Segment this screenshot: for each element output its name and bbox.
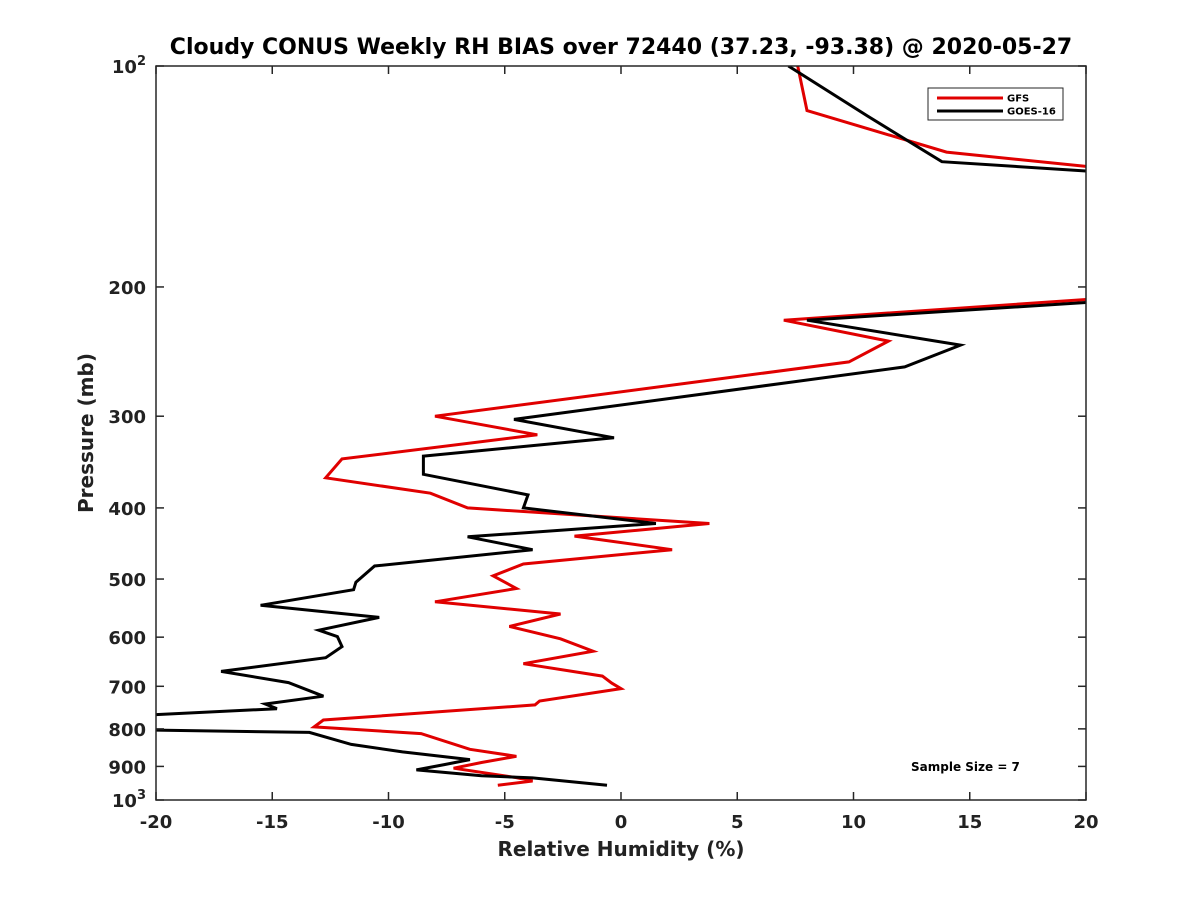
series-goes-16-line-1 (787, 66, 1086, 173)
y-tick-label: 600 (108, 628, 146, 649)
series-gfs-line-2 (309, 298, 1086, 787)
y-tick-label: 102 (112, 54, 146, 78)
x-tick-label: 0 (615, 812, 628, 833)
legend-label-gfs: GFS (1007, 94, 1029, 105)
x-axis: -20 -15 -10 -5 0 5 10 15 20 (140, 66, 1099, 833)
chart-title: Cloudy CONUS Weekly RH BIAS over 72440 (… (170, 35, 1072, 60)
y-axis: 102 200 300 400 500 600 700 800 900 103 (108, 54, 1086, 812)
plot-area (155, 65, 1087, 801)
x-tick-label: 5 (731, 812, 744, 833)
x-tick-label: 20 (1073, 812, 1098, 833)
y-axis-label: Pressure (mb) (74, 353, 98, 513)
x-tick-label: -20 (140, 812, 173, 833)
series-goes-16-line-3 (156, 728, 608, 787)
x-tick-label: -15 (256, 812, 289, 833)
series-goes-16-line-2 (156, 301, 1086, 717)
legend-label-goes-16: GOES-16 (1007, 107, 1056, 118)
y-tick-label: 300 (108, 407, 146, 428)
legend: GFS GOES-16 (927, 87, 1064, 121)
x-tick-label: 10 (841, 812, 866, 833)
y-tick-label: 400 (108, 499, 146, 520)
sample-size-annotation: Sample Size = 7 (911, 760, 1020, 774)
series-gfs-line-1 (796, 66, 1086, 168)
y-tick-label: 900 (108, 757, 146, 778)
series-layer (156, 66, 1086, 787)
y-tick-label: 700 (108, 677, 146, 698)
x-tick-label: 15 (957, 812, 982, 833)
y-tick-label: 500 (108, 570, 146, 591)
x-tick-label: -5 (495, 812, 515, 833)
y-tick-label: 200 (108, 278, 146, 299)
y-tick-label: 800 (108, 720, 146, 741)
x-tick-label: -10 (372, 812, 405, 833)
x-axis-label: Relative Humidity (%) (497, 837, 744, 861)
legend-items: GFS GOES-16 (937, 94, 1056, 118)
y-tick-label: 103 (112, 788, 146, 812)
legend-box (927, 87, 1064, 121)
